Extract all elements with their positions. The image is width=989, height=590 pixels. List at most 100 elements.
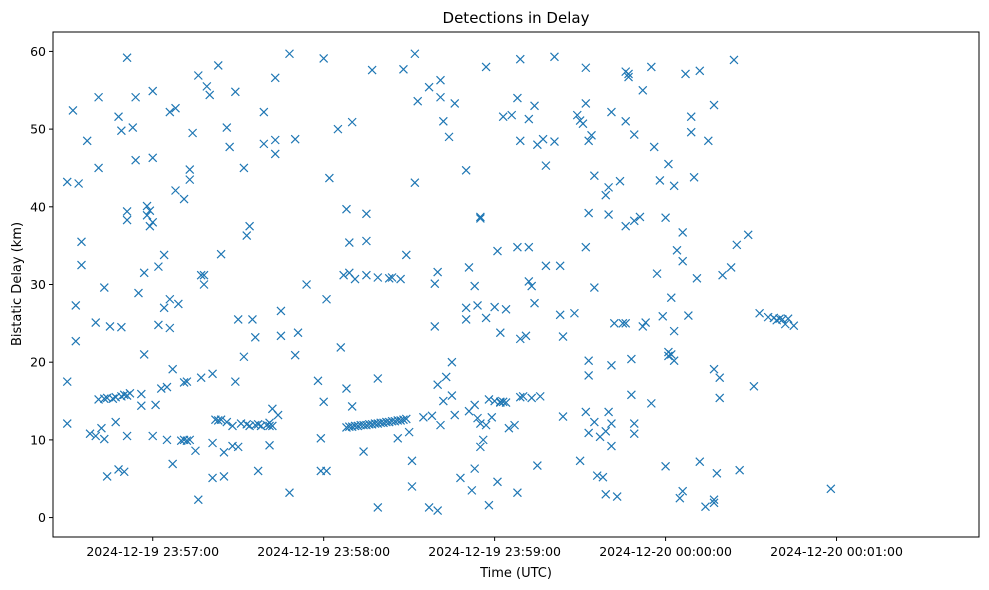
- data-point: [612, 492, 622, 502]
- data-point: [393, 433, 403, 443]
- data-point: [609, 318, 619, 328]
- data-point: [68, 106, 78, 115]
- data-point: [436, 75, 445, 85]
- data-point: [373, 503, 383, 512]
- data-point: [125, 388, 135, 398]
- data-point: [575, 456, 585, 466]
- data-point: [62, 419, 72, 428]
- data-point: [493, 246, 502, 256]
- data-point: [168, 364, 178, 374]
- data-point: [447, 357, 457, 367]
- data-point: [524, 276, 534, 286]
- data-point: [202, 81, 212, 91]
- data-point: [188, 128, 198, 138]
- data-point: [122, 53, 132, 63]
- data-point: [216, 415, 226, 425]
- data-point: [162, 382, 172, 392]
- data-point: [213, 60, 223, 70]
- data-point: [179, 194, 189, 204]
- data-point: [524, 242, 534, 252]
- data-point: [581, 407, 591, 417]
- data-point: [413, 96, 423, 106]
- data-point: [621, 116, 631, 126]
- data-point: [285, 49, 294, 59]
- data-point: [461, 303, 471, 313]
- data-point: [424, 503, 434, 512]
- data-point: [77, 260, 86, 270]
- data-point: [621, 221, 631, 231]
- data-point: [629, 216, 639, 226]
- data-point: [726, 262, 736, 272]
- data-point: [342, 384, 351, 394]
- data-point: [444, 132, 454, 142]
- data-point: [467, 485, 477, 495]
- data-point: [683, 311, 693, 321]
- data-point: [433, 506, 443, 516]
- data-point: [507, 110, 517, 120]
- data-point: [128, 123, 138, 132]
- y-tick-label: 10: [30, 432, 46, 447]
- data-point: [678, 256, 688, 266]
- data-point: [629, 130, 639, 139]
- data-point: [322, 294, 331, 304]
- data-point: [629, 419, 639, 428]
- data-point: [153, 262, 163, 272]
- data-point: [646, 398, 656, 408]
- data-point: [253, 419, 263, 429]
- data-point: [433, 380, 443, 390]
- data-point: [501, 304, 511, 314]
- data-point: [159, 250, 169, 260]
- data-point: [743, 230, 753, 240]
- data-point: [495, 328, 505, 338]
- data-point: [589, 417, 599, 427]
- data-point: [589, 283, 599, 293]
- data-point: [344, 238, 354, 247]
- data-point: [418, 412, 428, 422]
- data-point: [686, 127, 696, 137]
- data-point: [513, 242, 522, 252]
- data-point: [541, 261, 551, 271]
- data-point: [430, 279, 440, 289]
- data-markers: [62, 49, 836, 516]
- data-point: [219, 447, 229, 457]
- data-point: [108, 394, 118, 404]
- data-point: [515, 54, 525, 64]
- data-point: [182, 436, 192, 446]
- data-point: [316, 433, 326, 443]
- data-point: [122, 215, 132, 225]
- data-point: [664, 351, 673, 361]
- data-point: [535, 391, 545, 401]
- data-point: [410, 49, 420, 59]
- data-point: [709, 364, 719, 374]
- data-point: [661, 461, 671, 471]
- data-point: [145, 221, 155, 231]
- data-point: [666, 293, 676, 303]
- data-point: [136, 401, 146, 411]
- data-point: [475, 214, 485, 223]
- data-point: [105, 322, 115, 331]
- data-point: [669, 181, 679, 191]
- data-point: [342, 204, 351, 214]
- data-point: [193, 71, 203, 80]
- data-point: [139, 349, 149, 359]
- data-point: [97, 423, 106, 433]
- data-point: [604, 407, 614, 417]
- y-axis-label: Bistatic Delay (km): [10, 222, 25, 346]
- data-point: [74, 179, 84, 188]
- data-point: [709, 498, 719, 508]
- data-point: [199, 270, 209, 280]
- data-point: [601, 489, 611, 499]
- data-point: [433, 267, 443, 277]
- data-point: [729, 55, 739, 65]
- data-point: [672, 245, 682, 255]
- data-point: [116, 322, 126, 332]
- data-point: [199, 280, 209, 289]
- data-point: [359, 447, 368, 456]
- data-point: [407, 482, 417, 491]
- data-point: [250, 332, 260, 342]
- data-point: [715, 373, 725, 383]
- data-point: [664, 159, 673, 169]
- data-point: [592, 471, 602, 481]
- data-point: [755, 308, 765, 318]
- data-point: [475, 442, 485, 452]
